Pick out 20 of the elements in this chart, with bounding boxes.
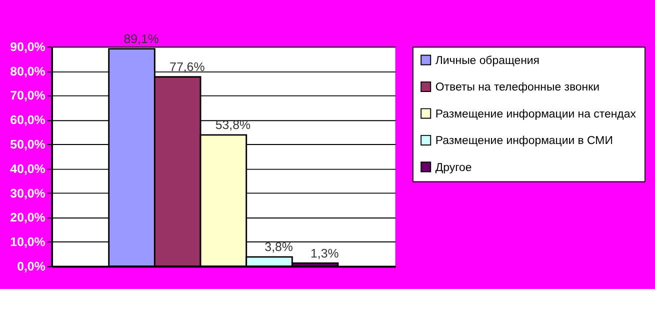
data-label: 3,8%	[264, 240, 293, 254]
y-tick-label: 80,0%	[10, 64, 46, 78]
y-tick-label: 60,0%	[10, 113, 46, 128]
y-tick-label: 10,0%	[10, 235, 46, 250]
y-tick-label: 70,0%	[10, 88, 46, 103]
data-label: 1,3%	[310, 246, 339, 260]
legend-label: Размещение информации в СМИ	[435, 135, 613, 148]
y-tick-label: 0,0%	[17, 260, 46, 274]
y-tick-label: 30,0%	[10, 186, 46, 200]
data-label: 89,1%	[124, 32, 159, 46]
data-label: 77,6%	[170, 60, 205, 74]
data-label: 53,8%	[215, 118, 251, 132]
legend-label: Ответы на телефонные звонки	[435, 82, 600, 94]
y-tick-label: 20,0%	[10, 210, 46, 225]
y-tick-label: 40,0%	[10, 162, 46, 176]
y-tick-label: 90,0%	[10, 40, 46, 54]
legend-label: Другое	[435, 162, 472, 174]
legend-label: Личные обращения	[435, 54, 540, 67]
y-tick-label: 50,0%	[10, 138, 46, 152]
legend-label: Размещение информации на стендах	[435, 108, 636, 120]
